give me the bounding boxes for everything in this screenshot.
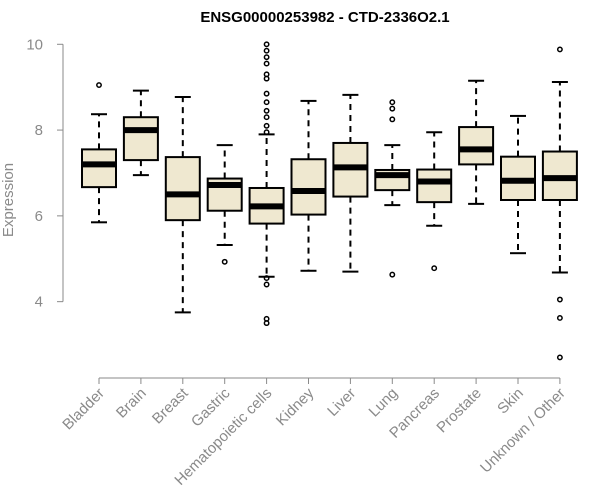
outlier-point [263, 99, 270, 106]
x-tick-label: Prostate [433, 385, 485, 437]
outlier-point [389, 99, 396, 106]
box-kidney [290, 99, 327, 272]
y-tick-label: 4 [35, 294, 43, 311]
outlier-point [556, 354, 563, 361]
outlier-point [556, 315, 563, 321]
outlier-point [431, 265, 438, 272]
box-liver [332, 93, 369, 273]
box-prostate [458, 79, 495, 205]
box-body [81, 148, 117, 189]
x-tick-label: Skin [494, 385, 527, 418]
outlier-point [263, 275, 270, 282]
outlier-point [263, 114, 270, 121]
x-tick-label: Lung [366, 385, 402, 421]
outlier-point [263, 107, 270, 114]
x-tick-label: Breast [149, 384, 192, 427]
box-lung [374, 99, 411, 278]
y-axis-label: Expression [0, 163, 17, 237]
y-tick-label: 10 [26, 36, 43, 53]
x-tick-label: Kidney [273, 384, 318, 429]
box-body [458, 126, 495, 166]
outlier-point [263, 75, 270, 82]
outlier-point [263, 41, 270, 48]
box-skin [500, 114, 536, 255]
box-hematopoietic-cells [248, 41, 285, 327]
outlier-point [221, 258, 228, 265]
box-brain [122, 89, 159, 177]
outlier-point [263, 129, 270, 136]
box-body [122, 116, 159, 162]
box-body [164, 156, 201, 222]
outlier-point [263, 281, 270, 288]
outlier-point [556, 46, 563, 53]
y-tick-label: 6 [35, 208, 43, 225]
outlier-point [263, 122, 270, 129]
outlier-point [556, 296, 563, 303]
chart-title: ENSG00000253982 - CTD-2336O2.1 [200, 9, 449, 26]
outlier-point [389, 271, 396, 278]
x-tick-label: Brain [113, 385, 150, 422]
box-pancreas [416, 131, 453, 272]
box-bladder [81, 82, 117, 224]
outlier-point [389, 116, 396, 123]
box-unknown-other [541, 46, 578, 361]
x-tick-label: Liver [324, 385, 359, 420]
box-body [416, 168, 453, 204]
box-breast [164, 96, 201, 314]
outlier-point [96, 82, 102, 88]
outlier-point [263, 90, 270, 97]
outlier-point [263, 60, 270, 67]
x-tick-label: Bladder [59, 385, 108, 434]
box-group [81, 41, 578, 361]
box-gastric [206, 144, 243, 265]
y-axis: 4 6 8 10 [26, 36, 64, 311]
box-body [290, 158, 327, 216]
y-tick-label: 8 [35, 122, 43, 139]
outlier-point [389, 105, 396, 112]
outlier-point [263, 47, 270, 54]
outlier-point [263, 54, 270, 61]
outlier-point [263, 320, 270, 327]
